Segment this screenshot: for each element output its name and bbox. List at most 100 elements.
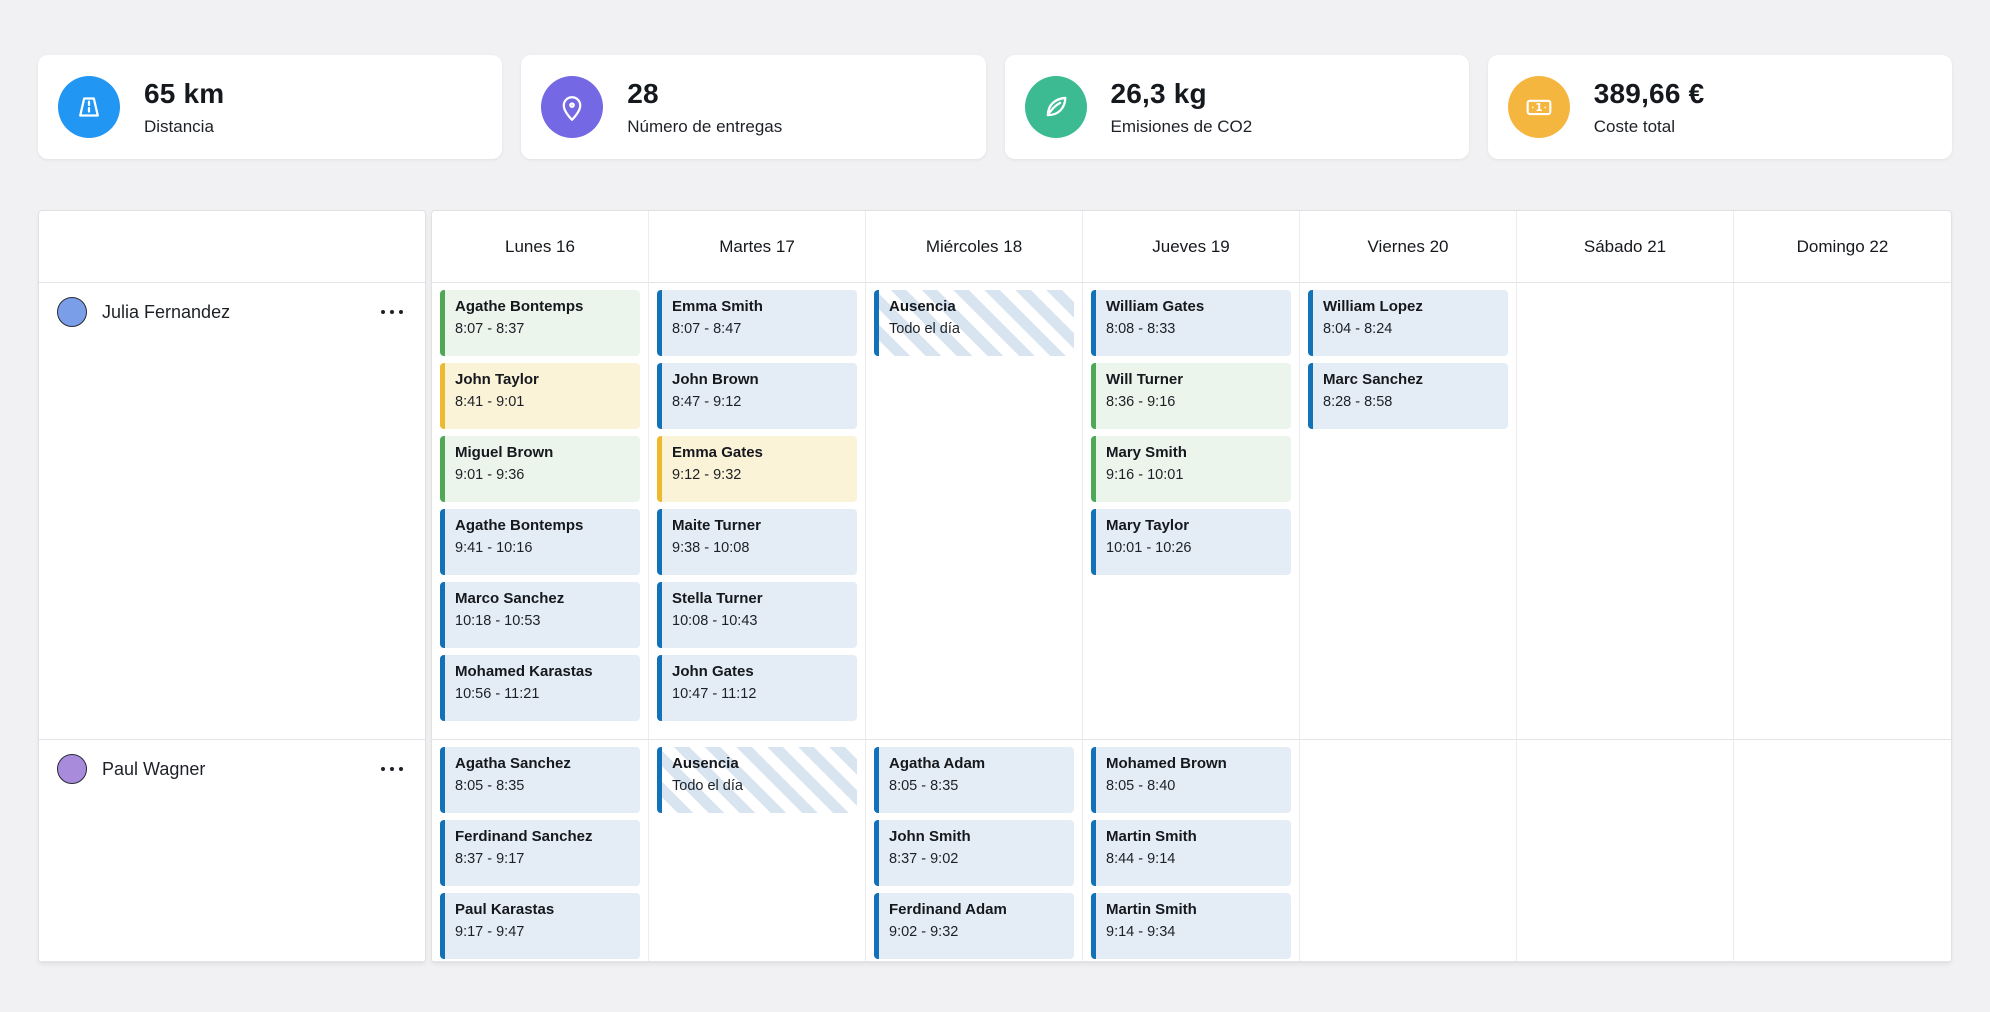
person-row-header: Paul Wagner — [57, 754, 407, 784]
event-card[interactable]: Agathe Bontemps 9:41 - 10:16 — [440, 509, 640, 575]
row-menu-button[interactable] — [377, 302, 407, 322]
menu-dot — [399, 310, 403, 314]
event-card[interactable]: Marco Sanchez 10:18 - 10:53 — [440, 582, 640, 648]
menu-dot — [381, 767, 385, 771]
event-title: Ferdinand Sanchez — [455, 828, 593, 845]
day-cell — [1517, 740, 1734, 962]
event-card[interactable]: John Brown 8:47 - 9:12 — [657, 363, 857, 429]
stat-label-co2: Emisiones de CO2 — [1110, 116, 1253, 136]
event-title: Martin Smith — [1106, 901, 1197, 918]
event-card[interactable]: Agatha Sanchez 8:05 - 8:35 — [440, 747, 640, 813]
event-card[interactable]: Agathe Bontemps 8:07 - 8:37 — [440, 290, 640, 356]
stat-value-distance: 65 km — [144, 77, 225, 109]
event-title: Agatha Adam — [889, 755, 986, 772]
person-name: Paul Wagner — [102, 758, 206, 779]
event-title: Stella Turner — [672, 590, 763, 607]
event-card[interactable]: Ferdinand Sanchez 8:37 - 9:17 — [440, 820, 640, 886]
day-header-5: Viernes 20 — [1300, 211, 1517, 283]
event-card[interactable]: Agatha Adam 8:05 - 8:35 — [874, 747, 1074, 813]
day-cell: Agatha Sanchez 8:05 - 8:35 Ferdinand Sanch… — [432, 740, 649, 962]
event-allday-label: Todo el día — [889, 321, 960, 337]
event-card[interactable]: Marc Sanchez 8:28 - 8:58 — [1308, 363, 1508, 429]
avatar — [57, 297, 87, 327]
event-card[interactable]: John Taylor 8:41 - 9:01 — [440, 363, 640, 429]
event-title: Mohamed Karastas — [455, 663, 593, 680]
day-header-6: Sábado 21 — [1517, 211, 1734, 283]
event-card[interactable]: Mary Taylor 10:01 - 10:26 — [1091, 509, 1291, 575]
page: 65 km Distancia 28 Número de entregas — [38, 55, 1952, 963]
day-cell: William Lopez 8:04 - 8:24 Marc Sanchez 8:28… — [1300, 283, 1517, 740]
day-cell: Mohamed Brown 8:05 - 8:40 Martin Smith 8:44… — [1083, 740, 1300, 962]
event-time: 8:05 - 8:35 — [455, 778, 525, 794]
event-title: Agatha Sanchez — [455, 755, 571, 772]
event-time: 8:41 - 9:01 — [455, 394, 525, 410]
event-card[interactable]: William Lopez 8:04 - 8:24 — [1308, 290, 1508, 356]
event-card[interactable]: Mohamed Brown 8:05 - 8:40 — [1091, 747, 1291, 813]
avatar — [57, 754, 87, 784]
day-header-2: Martes 17 — [649, 211, 866, 283]
stats-row: 65 km Distancia 28 Número de entregas — [38, 55, 1952, 159]
event-time: 9:41 - 10:16 — [455, 540, 533, 556]
event-card[interactable]: Paul Karastas 9:17 - 9:47 — [440, 893, 640, 959]
event-card[interactable]: Miguel Brown 9:01 - 9:36 — [440, 436, 640, 502]
event-title: Agathe Bontemps — [455, 517, 584, 534]
event-title: John Gates — [672, 663, 754, 680]
day-cell: Emma Smith 8:07 - 8:47 John Brown 8:47 - 9:… — [649, 283, 866, 740]
event-time: 10:18 - 10:53 — [455, 613, 541, 629]
day-header-1: Lunes 16 — [432, 211, 649, 283]
day-cell: William Gates 8:08 - 8:33 Will Turner 8:36 … — [1083, 283, 1300, 740]
event-card[interactable]: Mohamed Karastas 10:56 - 11:21 — [440, 655, 640, 721]
event-time: 8:04 - 8:24 — [1323, 321, 1393, 337]
event-card[interactable]: John Smith 8:37 - 9:02 — [874, 820, 1074, 886]
event-card[interactable]: Will Turner 8:36 - 9:16 — [1091, 363, 1291, 429]
event-title: Will Turner — [1106, 371, 1184, 388]
event-title: Marco Sanchez — [455, 590, 565, 607]
day-header-7: Domingo 22 — [1734, 211, 1951, 283]
event-time: 10:56 - 11:21 — [455, 686, 540, 702]
people-header-cell — [39, 211, 425, 283]
banknote-icon: 1 — [1507, 76, 1570, 138]
calendar-people-panel: Julia Fernandez Paul Wagner — [38, 210, 426, 963]
event-title: Ferdinand Adam — [889, 901, 1007, 918]
day-cell — [1517, 283, 1734, 740]
event-card[interactable]: Stella Turner 10:08 - 10:43 — [657, 582, 857, 648]
event-card[interactable]: Maite Turner 9:38 - 10:08 — [657, 509, 857, 575]
stat-label-deliveries: Número de entregas — [627, 116, 783, 136]
absence-card[interactable]: Ausencia Todo el día — [874, 290, 1074, 356]
stat-card-co2: 26,3 kg Emisiones de CO2 — [1004, 55, 1469, 159]
stat-value-deliveries: 28 — [627, 77, 659, 109]
event-time: 9:02 - 9:32 — [889, 924, 959, 940]
day-cell: Ausencia Todo el día — [866, 283, 1083, 740]
event-time: 8:05 - 8:40 — [1106, 778, 1176, 794]
event-time: 8:37 - 9:02 — [889, 851, 959, 867]
person-row-header: Julia Fernandez — [57, 297, 407, 327]
event-time: 9:16 - 10:01 — [1106, 467, 1184, 483]
event-card[interactable]: Martin Smith 8:44 - 9:14 — [1091, 820, 1291, 886]
event-title: Mary Smith — [1106, 444, 1187, 461]
event-card[interactable]: William Gates 8:08 - 8:33 — [1091, 290, 1291, 356]
row-menu-button[interactable] — [377, 759, 407, 779]
event-card[interactable]: Mary Smith 9:16 - 10:01 — [1091, 436, 1291, 502]
event-card[interactable]: Martin Smith 9:14 - 9:34 — [1091, 893, 1291, 959]
day-cell — [1300, 740, 1517, 962]
event-time: 9:17 - 9:47 — [455, 924, 525, 940]
day-cell: Ausencia Todo el día — [649, 740, 866, 962]
event-card[interactable]: Emma Gates 9:12 - 9:32 — [657, 436, 857, 502]
stat-value-co2: 26,3 kg — [1110, 77, 1207, 109]
event-card[interactable]: Emma Smith 8:07 - 8:47 — [657, 290, 857, 356]
day-header-4: Jueves 19 — [1083, 211, 1300, 283]
event-title: Martin Smith — [1106, 828, 1197, 845]
stat-card-deliveries: 28 Número de entregas — [521, 55, 986, 159]
day-cell: Agathe Bontemps 8:07 - 8:37 John Taylor 8:4… — [432, 283, 649, 740]
event-title: John Smith — [889, 828, 971, 845]
menu-dot — [381, 310, 385, 314]
calendar: Julia Fernandez Paul Wagner Lunes 16 Marte… — [38, 210, 1952, 963]
svg-text:1: 1 — [1535, 101, 1542, 114]
event-card[interactable]: Ferdinand Adam 9:02 - 9:32 — [874, 893, 1074, 959]
absence-card[interactable]: Ausencia Todo el día — [657, 747, 857, 813]
event-title: Paul Karastas — [455, 901, 555, 918]
event-time: 10:47 - 11:12 — [672, 686, 757, 702]
calendar-days-grid: Lunes 16 Martes 17 Miércoles 18 Jueves 19 Vi… — [431, 210, 1952, 963]
stat-label-cost: Coste total — [1593, 116, 1676, 136]
event-card[interactable]: John Gates 10:47 - 11:12 — [657, 655, 857, 721]
